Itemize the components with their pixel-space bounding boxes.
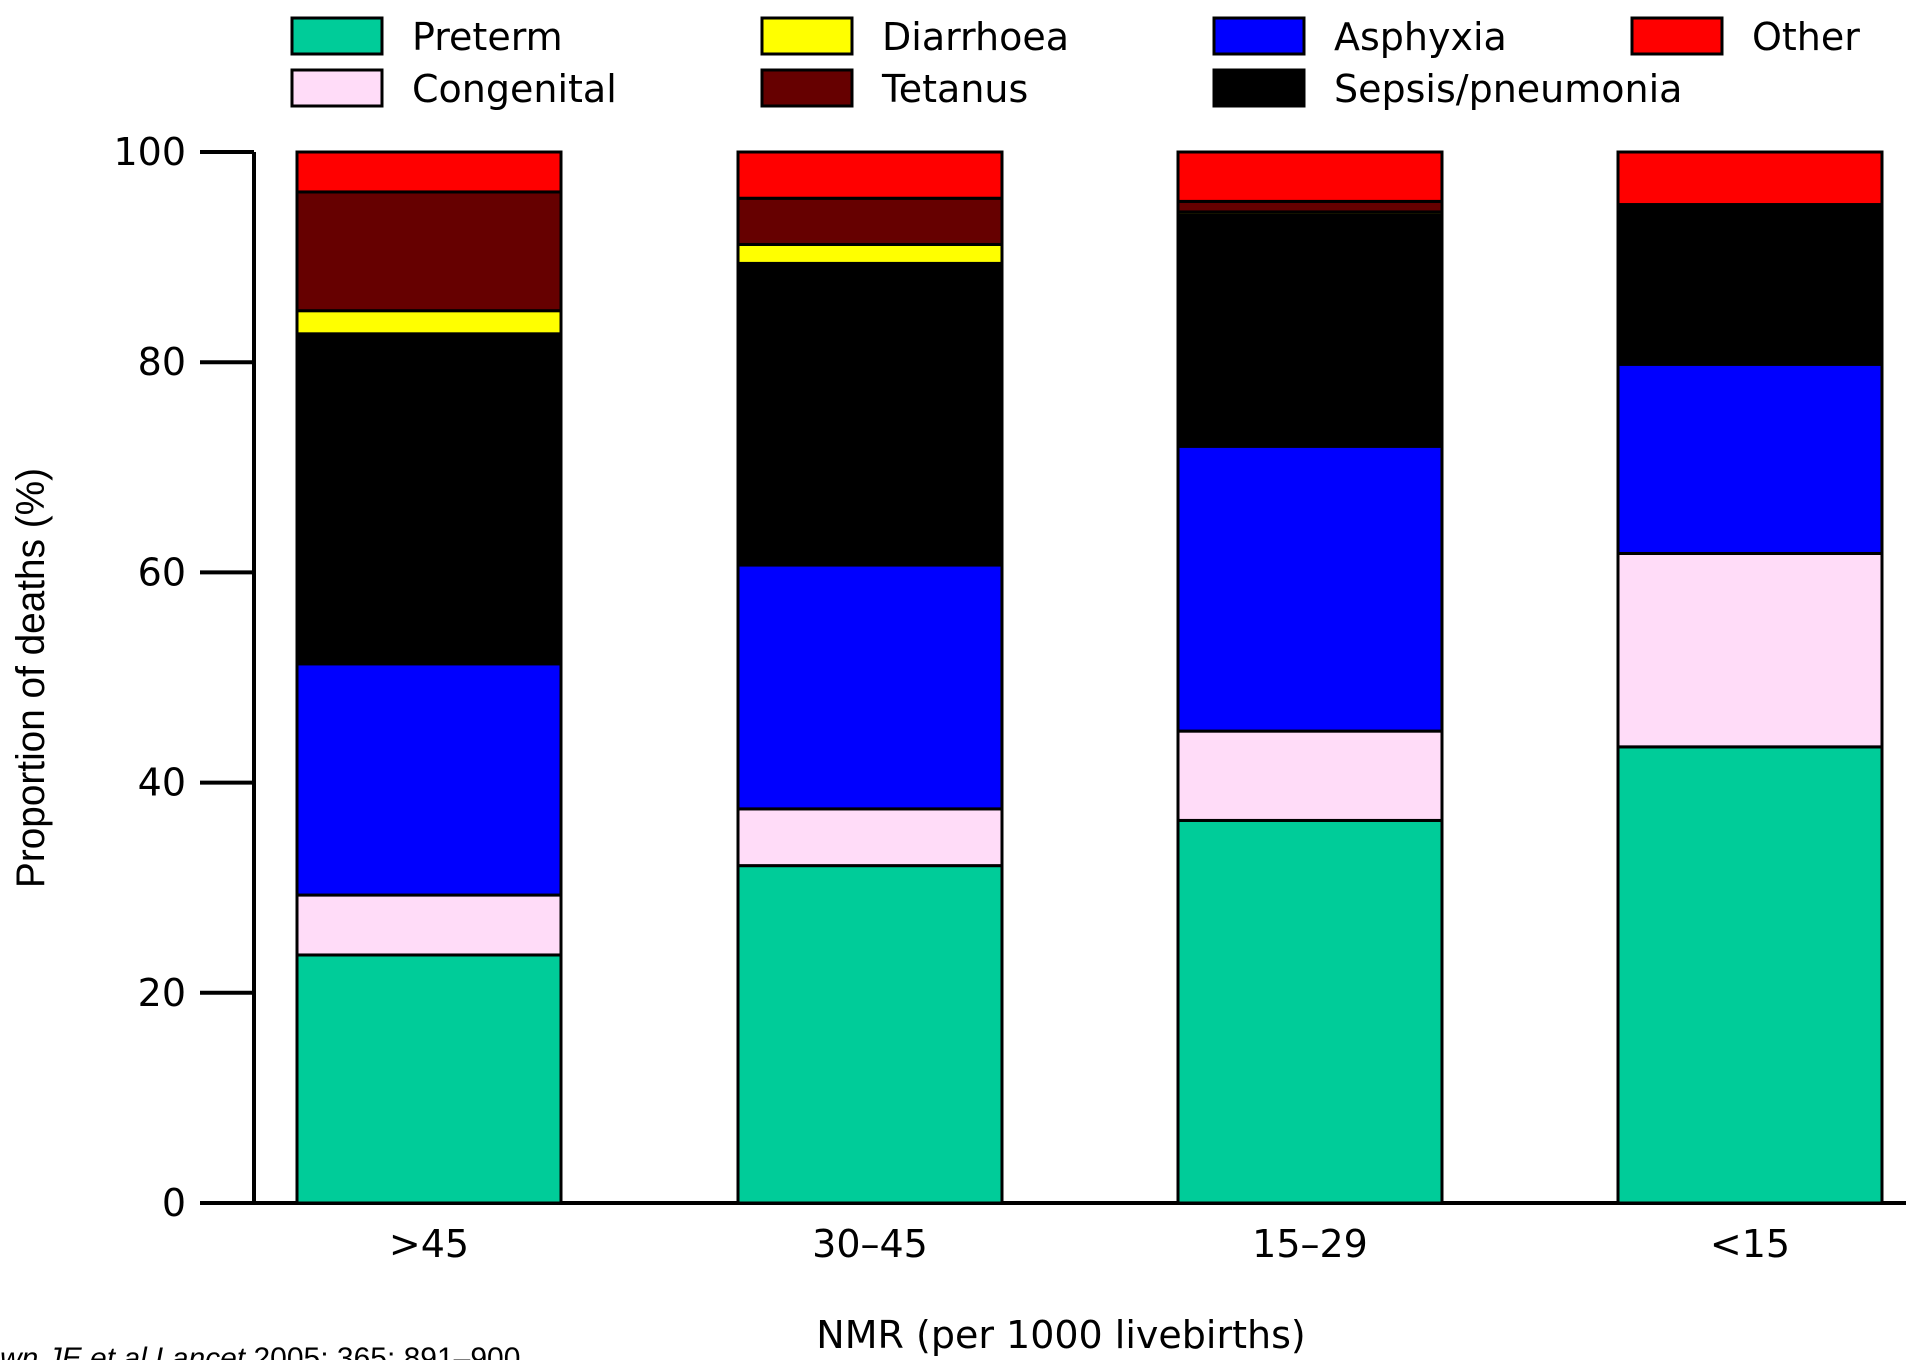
bar-segment-asphyxia-4 (1616, 362, 1884, 555)
bar-segment-preterm-3 (1176, 818, 1444, 1205)
legend-swatch-diarrhoea (760, 16, 854, 56)
bar-segment-sepsis-pneumonia-1 (295, 332, 563, 666)
legend-swatch-tetanus (760, 68, 854, 108)
bar-segment-tetanus-1 (295, 190, 563, 313)
legend: Preterm Diarrhoea Asphyxia Other Congenital T… (290, 15, 1860, 111)
bar-stack-4 (1616, 150, 1884, 1205)
bar-segment-sepsis-pneumonia-2 (736, 261, 1004, 567)
bar-segment-tetanus-3 (1176, 199, 1444, 214)
bar-stack-1 (295, 150, 563, 1205)
legend-label-asphyxia: Asphyxia (1334, 15, 1507, 59)
source-citation: wn JE et al Lancet 2005; 365: 891–900 (0, 1342, 520, 1360)
bar-segment-sepsis-pneumonia-4 (1616, 203, 1884, 366)
legend-swatch-sepsis-pneumonia (1212, 68, 1306, 108)
bar-segment-preterm-2 (736, 864, 1004, 1205)
bar-segment-other-1 (295, 150, 563, 194)
y-tick-label-80: 80 (138, 340, 186, 384)
legend-label-tetanus: Tetanus (881, 67, 1028, 111)
legend-label-preterm: Preterm (412, 15, 563, 59)
x-tick-labels: >45 30–45 15–29 <15 (389, 1222, 1790, 1266)
bar-segment-asphyxia-1 (295, 662, 563, 897)
y-ticks: 0 20 40 60 80 100 (113, 130, 254, 1225)
x-tick-label-3: 15–29 (1252, 1222, 1368, 1266)
bar-segment-other-2 (736, 150, 1004, 200)
bar-segment-congenital-4 (1616, 551, 1884, 749)
y-tick-label-0: 0 (162, 1181, 186, 1225)
bar-segment-preterm-1 (295, 953, 563, 1205)
y-tick-label-100: 100 (113, 130, 186, 174)
legend-label-diarrhoea: Diarrhoea (882, 15, 1069, 59)
bar-segment-sepsis-pneumonia-3 (1176, 213, 1444, 448)
legend-label-other: Other (1752, 15, 1860, 59)
bars (295, 150, 1884, 1205)
x-tick-label-1: >45 (389, 1222, 469, 1266)
bar-segment-preterm-4 (1616, 745, 1884, 1205)
x-axis-title: NMR (per 1000 livebirths) (816, 1313, 1305, 1357)
y-tick-label-60: 60 (138, 550, 186, 594)
legend-swatch-preterm (290, 16, 384, 56)
bar-stack-3 (1176, 150, 1444, 1205)
y-axis-title: Proportion of deaths (%) (9, 468, 53, 888)
legend-label-congenital: Congenital (412, 67, 617, 111)
bar-segment-tetanus-2 (736, 196, 1004, 246)
bar-segment-congenital-2 (736, 807, 1004, 868)
source-reference: 2005; 365: 891–900 (245, 1342, 520, 1360)
bar-segment-congenital-3 (1176, 729, 1444, 822)
y-tick-label-20: 20 (138, 971, 186, 1015)
legend-label-sepsis-pneumonia: Sepsis/pneumonia (1334, 67, 1682, 111)
bar-segment-asphyxia-3 (1176, 444, 1444, 733)
x-tick-label-4: <15 (1710, 1222, 1790, 1266)
bar-segment-diarrhoea-1 (295, 309, 563, 336)
bar-segment-other-3 (1176, 150, 1444, 203)
legend-swatch-congenital (290, 68, 384, 108)
bar-segment-diarrhoea-2 (736, 242, 1004, 265)
bar-segment-congenital-1 (295, 893, 563, 957)
legend-swatch-asphyxia (1212, 16, 1306, 56)
y-tick-label-40: 40 (138, 761, 186, 805)
bar-segment-asphyxia-2 (736, 563, 1004, 811)
legend-swatch-other (1630, 16, 1724, 56)
bar-stack-2 (736, 150, 1004, 1205)
source-authors: wn JE et al Lancet (0, 1342, 247, 1360)
bar-segment-other-4 (1616, 150, 1884, 207)
x-tick-label-2: 30–45 (812, 1222, 928, 1266)
